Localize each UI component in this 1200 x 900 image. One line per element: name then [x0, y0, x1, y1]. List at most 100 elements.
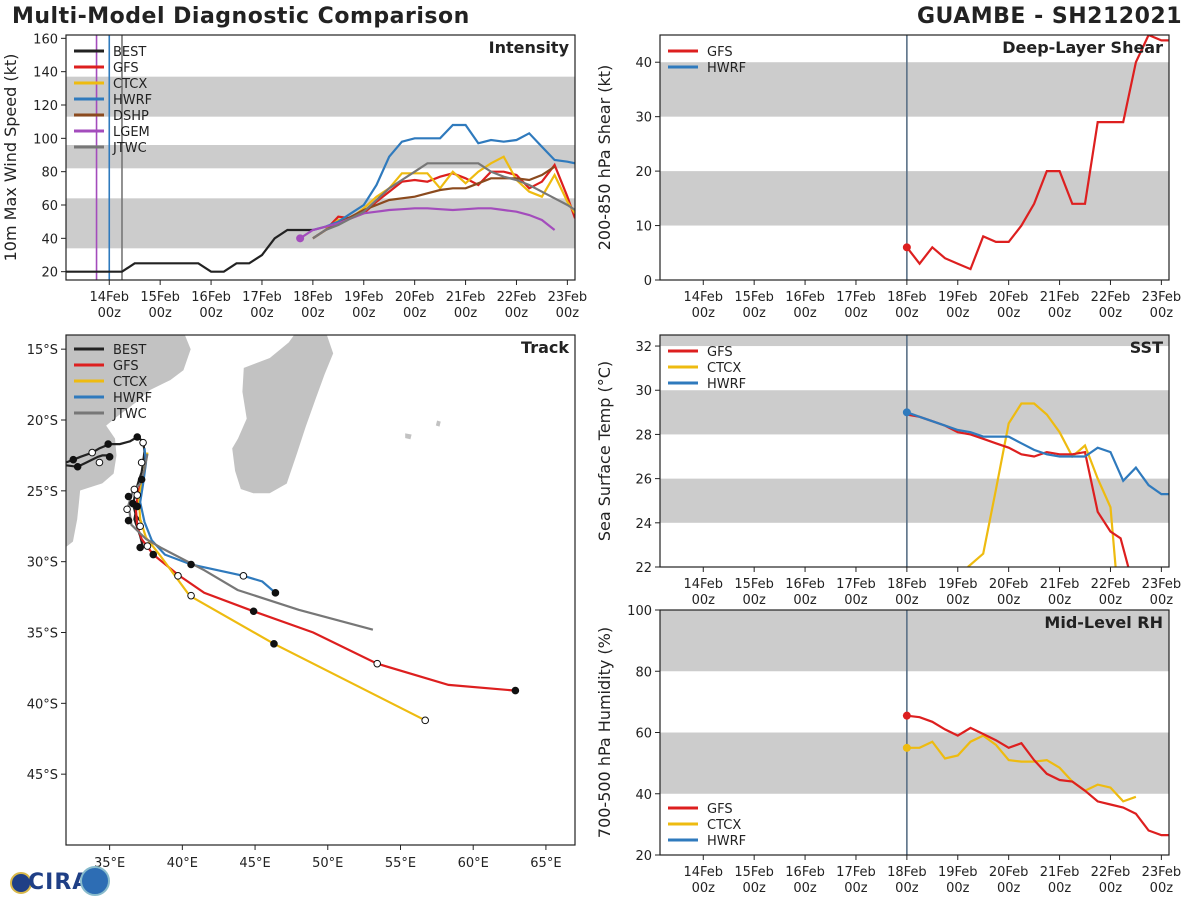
x-tick-label: 18Feb [887, 577, 927, 592]
track-point [271, 589, 280, 597]
y-tick-label: 20°S [27, 414, 58, 429]
x-tick-label: 00z [250, 306, 274, 321]
x-tick-label: 16Feb [785, 865, 825, 880]
y-tick-label: 30°S [27, 556, 58, 571]
x-tick-label: 18Feb [887, 290, 927, 305]
x-tick-label: 22Feb [1091, 290, 1131, 305]
y-tick-label: 60 [635, 727, 652, 742]
x-tick-label: 00z [352, 306, 376, 321]
x-tick-label: 15Feb [140, 290, 180, 305]
x-tick-label: 21Feb [446, 290, 486, 305]
track-line-ctcx [137, 452, 426, 722]
x-tick-label: 50°E [312, 856, 343, 871]
y-tick-label: 32 [635, 340, 652, 355]
y-axis-label: 10m Max Wind Speed (kt) [1, 54, 20, 262]
x-tick-label: 23Feb [1142, 577, 1182, 592]
threshold-band [66, 198, 575, 249]
y-tick-label: 40 [635, 788, 652, 803]
x-tick-label: 22Feb [1091, 865, 1131, 880]
track-point [187, 560, 195, 569]
x-tick-label: 17Feb [836, 290, 876, 305]
x-tick-label: 00z [997, 593, 1021, 608]
x-tick-label: 23Feb [548, 290, 588, 305]
x-tick-label: 20Feb [989, 865, 1029, 880]
cira-sun-icon [10, 872, 32, 894]
legend-label: HWRF [707, 377, 746, 392]
y-tick-label: 20 [41, 266, 58, 281]
x-tick-label: 00z [793, 593, 817, 608]
plot-frame [659, 609, 1170, 856]
legend-label: HWRF [113, 93, 152, 108]
x-tick-label: 00z [1099, 881, 1123, 896]
legend-label: GFS [113, 359, 139, 374]
track-point [69, 455, 78, 464]
y-tick-label: 22 [635, 561, 652, 576]
track-point [174, 572, 182, 580]
y-tick-label: 100 [33, 132, 58, 147]
chart-title: Track [521, 338, 569, 357]
x-tick-label: 17Feb [836, 865, 876, 880]
chart-title: Intensity [489, 38, 570, 57]
x-tick-label: 14Feb [683, 865, 723, 880]
legend-label: JTWC [112, 141, 147, 156]
series-line-hwrf [312, 123, 575, 232]
track-point [124, 492, 133, 501]
chart-title: SST [1130, 338, 1163, 357]
y-tick-label: 20 [635, 849, 652, 864]
x-tick-label: 00z [556, 306, 580, 321]
cira-logo: CIRA [6, 864, 116, 898]
y-tick-label: 30 [635, 111, 652, 126]
y-tick-label: 40 [41, 232, 58, 247]
track-point [88, 448, 96, 457]
x-tick-label: 20Feb [989, 290, 1029, 305]
chart-shear: 01020304014Feb00z15Feb00z16Feb00z17Feb00… [595, 34, 1182, 321]
track-point [73, 462, 82, 471]
legend-label: CTCX [707, 361, 741, 376]
x-tick-label: 00z [1048, 593, 1072, 608]
y-tick-label: 35°S [27, 627, 58, 642]
x-tick-label: 00z [793, 306, 817, 321]
x-tick-label: 00z [946, 593, 970, 608]
legend-label: HWRF [113, 391, 152, 406]
plot-frame [659, 34, 1170, 281]
legend-label: LGEM [113, 125, 150, 140]
y-tick-label: 80 [635, 665, 652, 680]
track-point [249, 607, 258, 616]
x-tick-label: 21Feb [1040, 865, 1080, 880]
track-point [136, 522, 144, 531]
y-tick-label: 0 [644, 274, 652, 289]
x-tick-label: 23Feb [1142, 865, 1182, 880]
threshold-band [660, 171, 1169, 226]
x-tick-label: 00z [403, 306, 427, 321]
cira-logo-text: CIRA [28, 870, 91, 895]
legend-label: HWRF [707, 61, 746, 76]
plot-frame [65, 34, 576, 281]
x-tick-label: 17Feb [242, 290, 282, 305]
y-tick-label: 100 [627, 604, 652, 619]
track-point [143, 542, 152, 550]
x-tick-label: 00z [946, 881, 970, 896]
series-line-best [66, 228, 313, 273]
x-tick-label: 19Feb [938, 577, 978, 592]
legend-label: DSHP [113, 109, 149, 124]
x-tick-label: 14Feb [89, 290, 129, 305]
x-tick-label: 23Feb [1142, 290, 1182, 305]
track-point [123, 505, 131, 514]
legend-label: CTCX [113, 77, 147, 92]
track-point [95, 458, 104, 467]
x-tick-label: 00z [692, 593, 716, 608]
chart-title: Deep-Layer Shear [1002, 38, 1163, 57]
x-tick-label: 00z [997, 306, 1021, 321]
track-point [137, 458, 146, 467]
chart-track: 35°E 40°E 45°E 50°E 55°E 60°E 65°E15°S20°S25°S… [27, 334, 576, 871]
legend-label: CTCX [707, 818, 741, 833]
x-tick-label: 55°E [385, 856, 416, 871]
x-tick-label: 00z [692, 881, 716, 896]
track-point [136, 543, 144, 552]
series-line-gfs [906, 35, 1169, 271]
y-tick-label: 20 [635, 165, 652, 180]
series-point-gfs [902, 711, 911, 720]
series-line-ctcx [967, 402, 1117, 567]
x-tick-label: 00z [1048, 306, 1072, 321]
track-point [373, 659, 382, 668]
